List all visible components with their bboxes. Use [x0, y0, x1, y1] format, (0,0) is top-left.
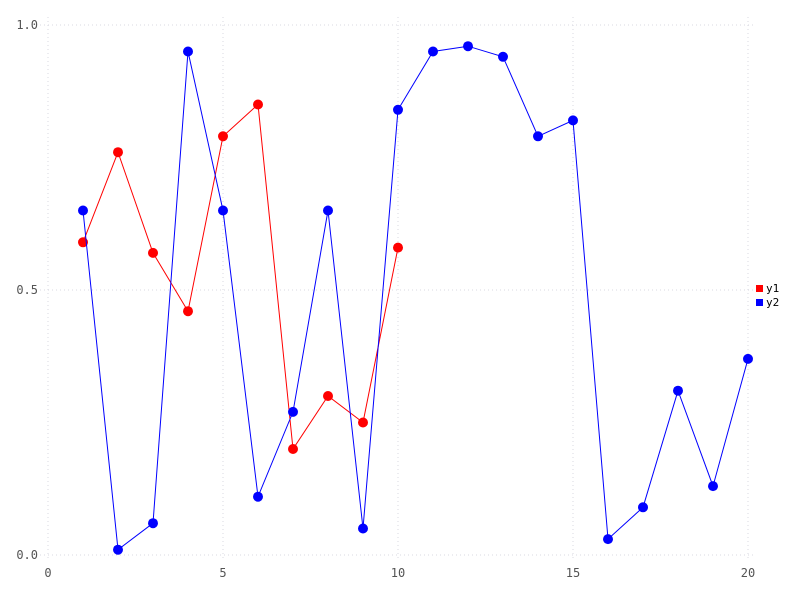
legend-swatch-y2 — [756, 299, 763, 306]
legend-label-y1: y1 — [766, 282, 779, 295]
x-axis-tick-label: 5 — [219, 566, 226, 580]
data-point-y2 — [498, 51, 508, 62]
data-point-y2 — [113, 544, 123, 555]
series-line-y2 — [82, 45, 749, 551]
data-point-y2 — [148, 518, 158, 529]
legend-label-y2: y2 — [766, 296, 779, 309]
data-point-y1 — [113, 147, 123, 158]
data-point-y2 — [533, 131, 543, 142]
data-point-y2 — [323, 205, 333, 216]
series-line-y1 — [82, 103, 399, 451]
data-point-y1 — [253, 99, 263, 110]
x-axis-tick-label: 0 — [44, 566, 51, 580]
data-point-y1 — [148, 247, 158, 258]
x-axis-tick-label: 15 — [566, 566, 580, 580]
x-axis-tick-label: 10 — [391, 566, 405, 580]
data-point-y1 — [183, 306, 193, 317]
y-axis-tick-label: 1.0 — [16, 18, 38, 32]
data-point-y2 — [708, 481, 718, 492]
legend-swatch-y1 — [756, 285, 763, 292]
legend-item-y2: y2 — [756, 296, 779, 309]
data-point-y2 — [393, 104, 403, 115]
data-point-y1 — [78, 237, 88, 248]
data-point-y1 — [323, 391, 333, 401]
y-axis-tick-label: 0.0 — [16, 548, 38, 562]
data-point-y1 — [358, 417, 368, 428]
data-point-y2 — [568, 115, 578, 126]
data-point-y1 — [288, 444, 298, 454]
data-point-y2 — [603, 534, 613, 545]
data-point-y2 — [358, 523, 368, 534]
data-point-y2 — [673, 385, 683, 396]
legend-item-y1: y1 — [756, 282, 779, 295]
data-point-y2 — [253, 491, 263, 502]
data-point-y1 — [393, 242, 403, 253]
data-point-y2 — [183, 46, 193, 57]
data-point-y2 — [218, 205, 228, 216]
data-point-y2 — [743, 353, 753, 364]
data-point-y1 — [218, 131, 228, 142]
data-point-y2 — [638, 502, 648, 513]
data-point-y2 — [78, 205, 88, 216]
data-point-y2 — [463, 41, 473, 52]
x-axis-tick-label: 20 — [741, 566, 755, 580]
data-point-y2 — [288, 406, 298, 417]
data-point-y2 — [428, 46, 438, 57]
y-axis-tick-label: 0.5 — [16, 283, 38, 297]
